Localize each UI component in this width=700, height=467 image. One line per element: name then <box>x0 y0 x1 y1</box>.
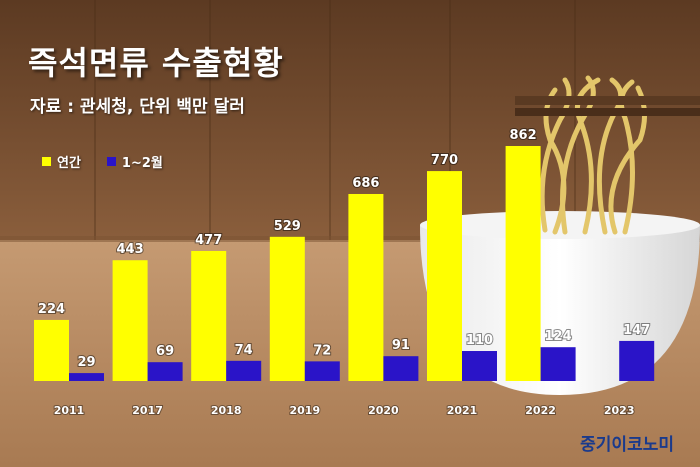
x-tick-label-2020: 2020 <box>368 404 399 417</box>
bar-jan-feb-2021 <box>462 351 497 381</box>
data-label-annual-2017: 443 <box>117 242 144 257</box>
data-label-annual-2019: 529 <box>274 219 301 234</box>
bar-jan-feb-2023 <box>619 340 655 381</box>
bar-annual-2021 <box>427 171 462 381</box>
x-tick-label-2018: 2018 <box>211 404 242 417</box>
data-label-jan-feb-2011: 29 <box>77 355 95 370</box>
bar-annual-2020 <box>348 193 384 381</box>
legend-swatch-jan-feb <box>106 157 116 166</box>
x-tick-label-2017: 2017 <box>132 404 163 417</box>
data-label-jan-feb-2021: 110 <box>466 333 493 348</box>
bar-jan-feb-2017 <box>147 362 183 381</box>
legend-swatch-annual <box>42 157 51 166</box>
bar-jan-feb-2022 <box>540 347 576 381</box>
data-label-jan-feb-2020: 91 <box>392 338 410 353</box>
data-label-annual-2020: 686 <box>352 176 379 191</box>
brand-logo-text: 중기이코노미 <box>580 435 674 455</box>
x-tick-label-2022: 2022 <box>525 404 556 417</box>
data-label-annual-2022: 862 <box>510 128 537 143</box>
x-tick-label-2019: 2019 <box>289 404 320 417</box>
bar-jan-feb-2019 <box>304 361 340 381</box>
data-label-jan-feb-2022: 124 <box>545 329 572 344</box>
chart-title: 즉석면류 수출현황 <box>28 44 284 82</box>
legend-label-jan-feb: 1~2월 <box>121 156 163 171</box>
bar-annual-2022 <box>505 146 541 381</box>
x-tick-label-2021: 2021 <box>447 404 478 417</box>
bar-annual-2019 <box>269 236 305 381</box>
data-label-jan-feb-2023: 147 <box>623 323 650 338</box>
x-tick-label-2011: 2011 <box>54 404 85 417</box>
bar-jan-feb-2018 <box>226 360 262 381</box>
bar-annual-2018 <box>191 250 227 381</box>
data-label-annual-2021: 770 <box>431 153 458 168</box>
x-tick-label-2023: 2023 <box>604 404 635 417</box>
chart-subtitle: 자료 : 관세청, 단위 백만 달러 <box>30 97 245 117</box>
legend: 연간 1~2월 <box>42 152 163 171</box>
data-label-jan-feb-2017: 69 <box>156 344 174 359</box>
data-label-jan-feb-2018: 74 <box>235 343 253 358</box>
bar-annual-2017 <box>112 260 148 381</box>
data-label-jan-feb-2019: 72 <box>313 343 331 358</box>
bar-jan-feb-2020 <box>383 356 419 381</box>
bar-annual-2011 <box>34 319 69 381</box>
data-label-annual-2011: 224 <box>38 302 65 317</box>
legend-label-annual: 연간 <box>57 156 81 171</box>
data-label-annual-2018: 477 <box>195 233 222 248</box>
bar-jan-feb-2011 <box>69 373 104 381</box>
